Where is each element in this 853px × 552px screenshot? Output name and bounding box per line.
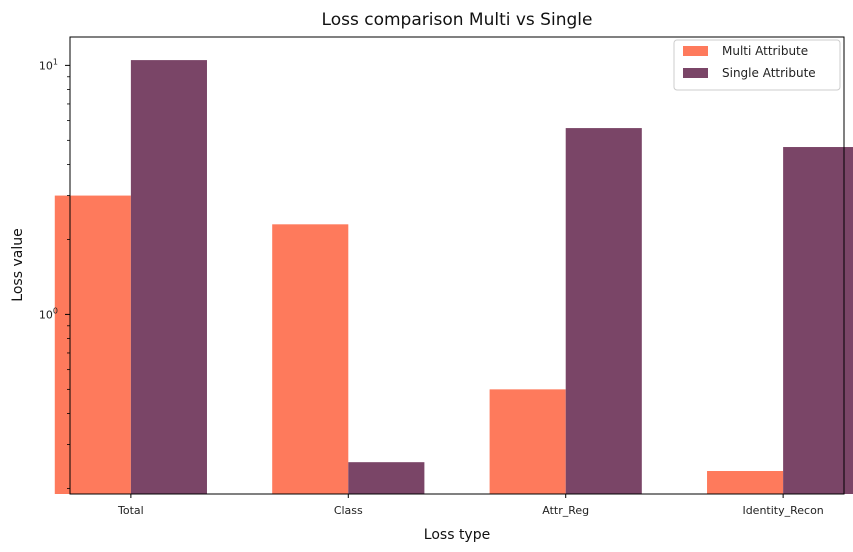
bar-multi-class [272,224,349,494]
bar-multi-total [54,195,131,494]
x-tick-label: Total [117,504,144,517]
bar-single-class [348,462,425,494]
x-tick-label: Class [334,504,363,517]
legend-swatch-single [683,68,708,78]
y-tick-label: 100 [39,306,58,321]
bar-multi-identity-recon [707,471,784,494]
x-axis-label: Loss type [424,527,490,543]
bars-layer [54,60,853,494]
legend-box [673,39,841,91]
y-tick-label: 101 [39,57,58,72]
x-tick-label: Attr_Reg [542,504,589,517]
chart-title: Loss comparison Multi vs Single [322,10,593,30]
bar-single-total [130,60,207,494]
bar-multi-attr-reg [489,389,566,494]
y-axis-label: Loss value [10,228,26,301]
bar-single-attr-reg [565,128,642,494]
x-tick-label: Identity_Recon [742,504,823,517]
x-axis: Total Class Attr_Reg Identity_Recon [117,494,824,517]
plot-frame [69,36,845,495]
legend-label-single: Single Attribute [722,66,816,80]
y-axis: 100 101 [39,57,70,489]
bar-single-identity-recon [783,147,853,494]
legend-swatch-multi [683,46,708,56]
legend: Multi Attribute Single Attribute [673,39,841,91]
legend-label-multi: Multi Attribute [722,44,808,58]
